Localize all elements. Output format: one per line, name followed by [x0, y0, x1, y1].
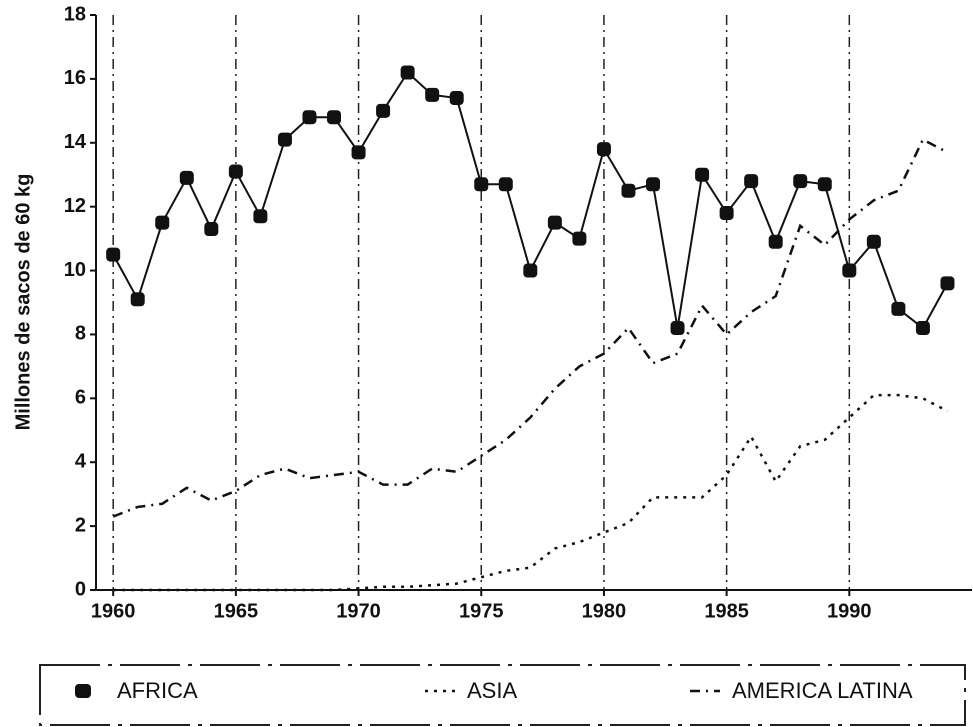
marker [915, 321, 930, 336]
marker [449, 91, 464, 106]
marker [940, 276, 955, 291]
marker [768, 234, 783, 249]
marker [547, 215, 562, 230]
x-tick-label: 1970 [336, 600, 381, 622]
y-tick-label: 2 [75, 514, 86, 536]
x-tick-label: 1985 [704, 600, 749, 622]
marker [376, 103, 391, 118]
marker [744, 174, 759, 189]
y-tick-label: 4 [75, 451, 87, 473]
legend-marker [75, 684, 91, 698]
marker [204, 222, 219, 237]
marker [327, 110, 342, 125]
marker [646, 177, 661, 192]
y-tick-label: 16 [64, 67, 86, 89]
marker [891, 301, 906, 316]
marker [474, 177, 489, 192]
marker [523, 263, 538, 278]
marker [228, 164, 243, 179]
marker [596, 142, 611, 157]
marker [106, 247, 121, 262]
marker [302, 110, 317, 125]
y-tick-label: 12 [64, 195, 86, 217]
marker [817, 177, 832, 192]
y-tick-label: 18 [64, 3, 86, 25]
marker [670, 321, 685, 336]
legend-box [39, 664, 966, 726]
marker [425, 87, 440, 102]
x-tick-label: 1990 [827, 600, 872, 622]
marker [400, 65, 415, 80]
y-tick-label: 0 [75, 578, 86, 600]
marker [498, 177, 513, 192]
marker [253, 209, 268, 224]
marker [695, 167, 710, 182]
marker [793, 174, 808, 189]
x-tick-label: 1960 [91, 600, 136, 622]
marker [155, 215, 170, 230]
marker [842, 263, 857, 278]
marker [130, 292, 145, 307]
legend-label: AMERICA LATINA [732, 678, 913, 703]
marker [719, 206, 734, 221]
x-tick-label: 1965 [214, 600, 259, 622]
marker [621, 183, 636, 198]
series-line [112, 70, 949, 330]
marker [277, 132, 292, 147]
series-line [112, 137, 949, 518]
y-axis-label: Millones de sacos de 60 kg [12, 174, 34, 431]
x-tick-label: 1975 [459, 600, 504, 622]
series-line [113, 393, 949, 592]
legend-label: AFRICA [117, 678, 198, 703]
marker [572, 231, 587, 246]
y-tick-label: 10 [64, 259, 86, 281]
y-tick-label: 8 [75, 323, 86, 345]
y-tick-label: 14 [64, 131, 87, 153]
x-tick-label: 1980 [582, 600, 627, 622]
y-tick-label: 6 [75, 387, 86, 409]
legend: AFRICA ASIA AMERICA LATINA [75, 678, 913, 703]
marker [866, 234, 881, 249]
marker [351, 145, 366, 160]
legend-label: ASIA [467, 678, 517, 703]
marker [179, 170, 194, 185]
